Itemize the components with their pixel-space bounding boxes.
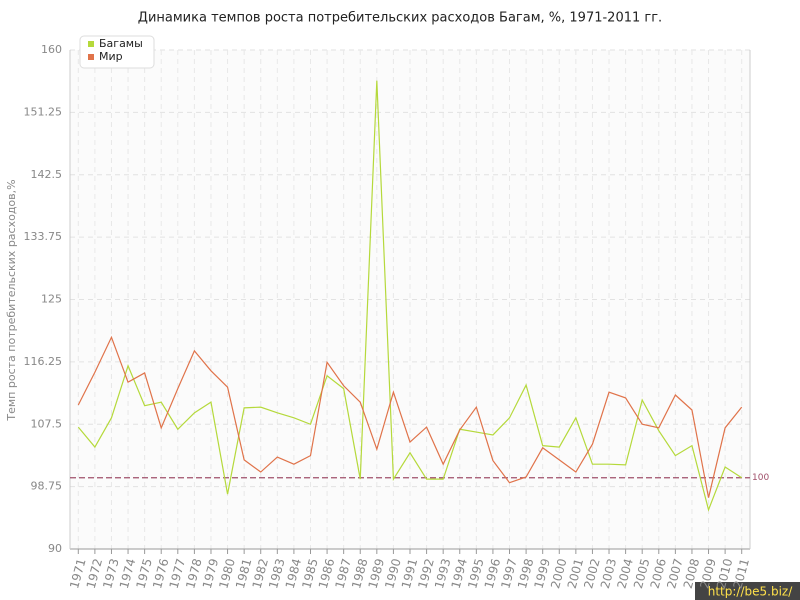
series-line [77,80,743,512]
y-tick-label: 133.75 [24,230,63,243]
legend-box [79,35,155,69]
series-line [77,335,743,498]
y-tick-label: 90 [48,542,62,555]
legend-swatch [88,54,94,60]
reference-label: 100 [752,473,769,483]
chart-title: Динамика темпов роста потребительских ра… [138,11,662,26]
y-tick-label: 151.25 [24,105,63,118]
y-tick-label: 98.75 [31,480,63,493]
watermark-bg [695,582,800,600]
y-tick-label: 142.5 [31,168,63,181]
y-tick-label: 160 [41,43,62,56]
legend-label: Мир [99,50,123,63]
legend-label: Багамы [99,37,143,50]
y-axis-label: Темп роста потребительских расходов,% [5,179,18,421]
watermark: http://be5.biz/ [708,585,793,599]
y-tick-label: 125 [41,293,62,306]
y-tick-label: 116.25 [24,355,63,368]
legend-swatch [88,41,94,47]
y-tick-label: 107.5 [31,417,63,430]
